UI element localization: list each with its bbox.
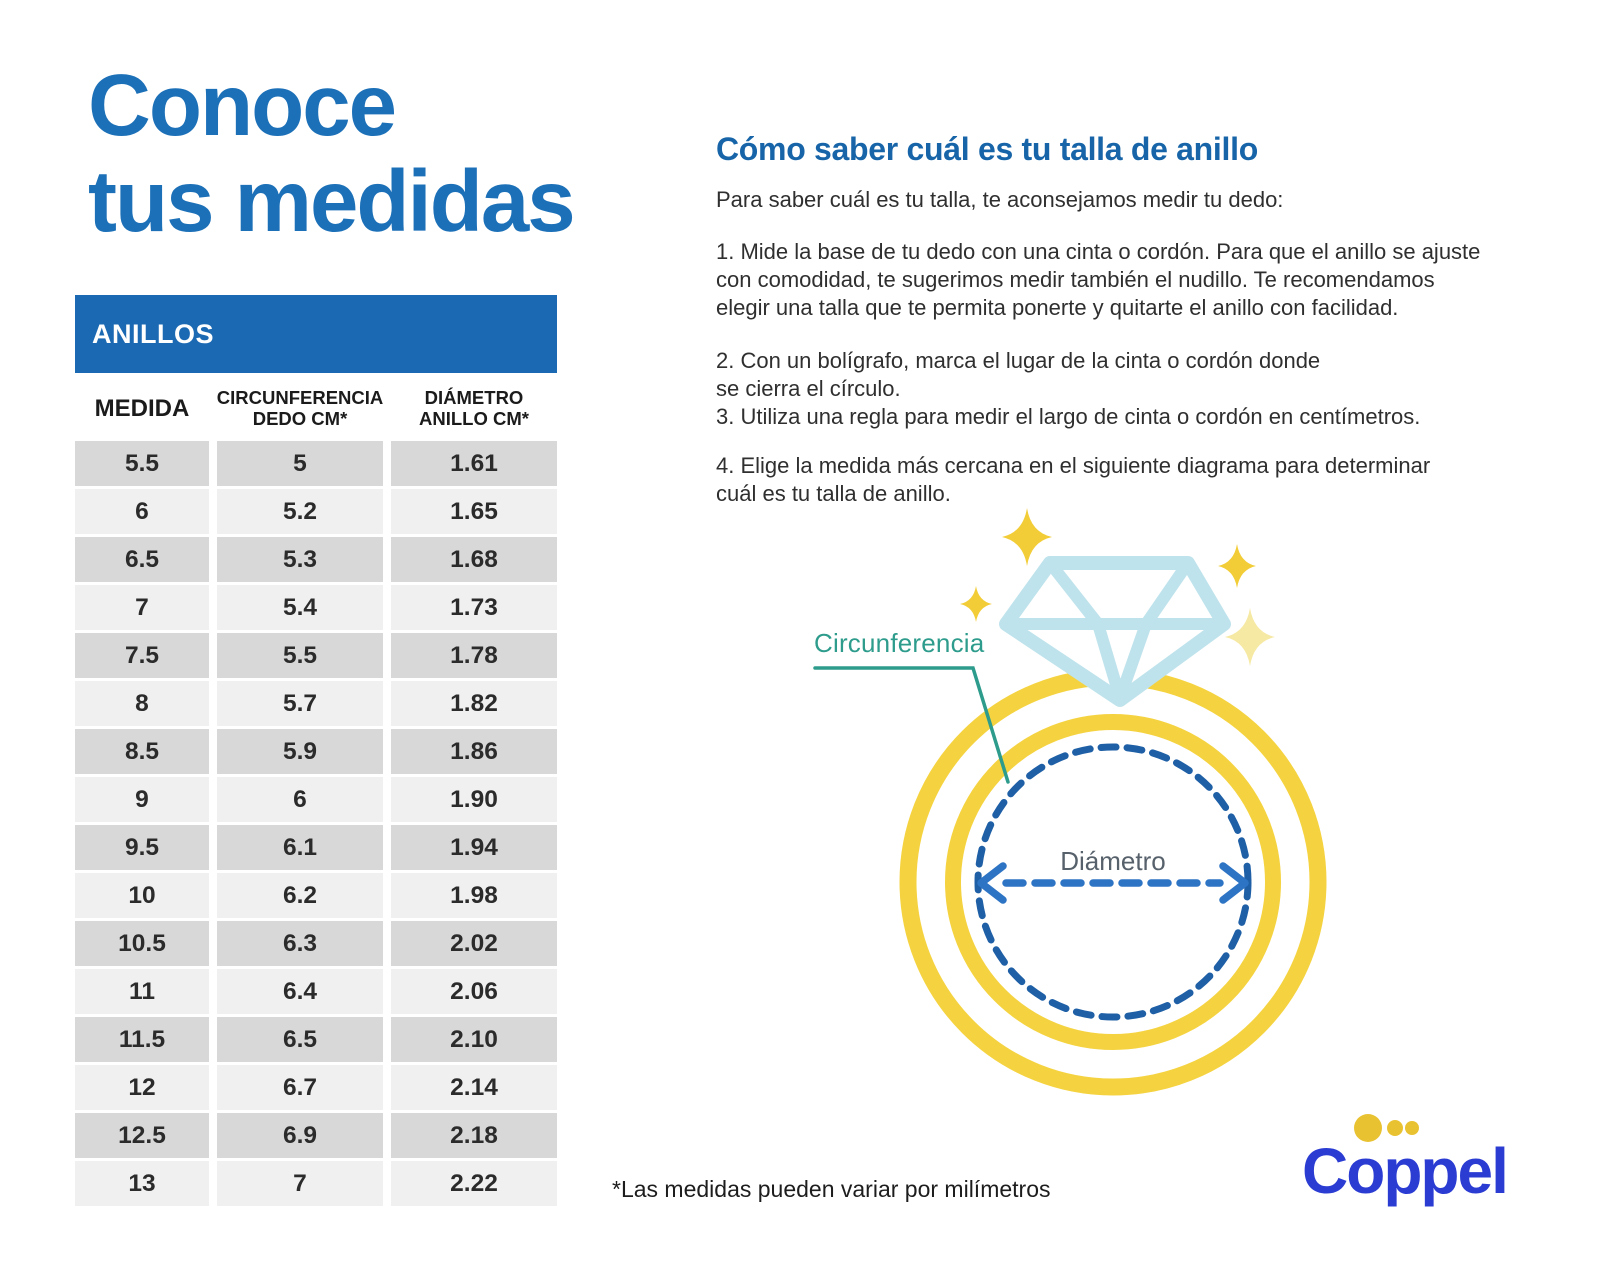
circumference-pointer-line [813,666,1010,784]
table-cell: 6.1 [217,825,383,870]
table-cell: 1.90 [391,777,557,822]
table-cell: 9 [75,777,209,822]
table-cell: 1.65 [391,489,557,534]
table-cell: 2.06 [391,969,557,1014]
diameter-label: Diámetro [1060,846,1166,876]
ring-outer-circle [899,668,1327,1096]
table-cell: 6.4 [217,969,383,1014]
table-cell: 1.98 [391,873,557,918]
table-cell: 5.9 [217,729,383,774]
circumference-label: Circunferencia [814,628,985,658]
size-table-body: 5.5 5 1.61 6 5.2 1.65 6.5 5.3 1.68 7 5.4 1.73 7.5 5.5… [75,441,557,1206]
step-2-text: 2. Con un bolígrafo, marca el lugar de l… [716,348,1321,401]
page-title-line2: tus medidas [88,153,576,250]
col-header-medida: MEDIDA [94,394,190,422]
table-cell: 1.86 [391,729,557,774]
step-3-text: 3. Utiliza una regla para medir el largo… [716,404,1421,429]
table-cell: 12.5 [75,1113,209,1158]
table-cell: 8 [75,681,209,726]
table-cell: 13 [75,1161,209,1206]
coppel-logo-dot [1405,1121,1419,1135]
table-cell: 6.3 [217,921,383,966]
table-cell: 8.5 [75,729,209,774]
table-cell: 11 [75,969,209,1014]
coppel-logo-dot [1354,1114,1382,1142]
sparkle-icon [960,586,992,622]
table-title-band: ANILLOS [75,295,557,373]
table-cell: 2.02 [391,921,557,966]
table-cell: 6.5 [75,537,209,582]
page-title-line1: Conoce [88,57,397,154]
table-cell: 1.82 [391,681,557,726]
ring-size-table: ANILLOS MEDIDA CIRCUNFERENCIA DEDO CM* D… [75,295,557,1206]
table-cell: 6.9 [217,1113,383,1158]
table-cell: 1.73 [391,585,557,630]
table-cell: 7 [217,1161,383,1206]
table-cell: 5.2 [217,489,383,534]
sparkle-icon [1218,544,1256,588]
table-cell: 5.3 [217,537,383,582]
table-cell: 2.22 [391,1161,557,1206]
table-cell: 2.10 [391,1017,557,1062]
sparkle-icons [960,508,1275,666]
table-cell: 2.14 [391,1065,557,1110]
table-cell: 1.61 [391,441,557,486]
diamond-icon [999,556,1231,707]
table-cell: 6 [75,489,209,534]
table-cell: 1.78 [391,633,557,678]
col-header-circunferencia: CIRCUNFERENCIA DEDO CM* [216,387,384,429]
table-cell: 5.5 [75,441,209,486]
table-cell: 6.5 [217,1017,383,1062]
intro-text: Para saber cuál es tu talla, te aconseja… [716,187,1284,212]
circumference-dashed-circle [974,743,1252,1021]
table-header-row: MEDIDA CIRCUNFERENCIA DEDO CM* DIÁMETRO … [75,379,557,437]
step-4-text: 4. Elige la medida más cercana en el sig… [716,453,1431,506]
table-cell: 6 [217,777,383,822]
coppel-logo-text: Coppel [1302,1135,1509,1207]
table-cell: 5 [217,441,383,486]
footnote-text: *Las medidas pueden variar por milímetro… [612,1176,1051,1202]
table-cell: 12 [75,1065,209,1110]
col-header-diametro: DIÁMETRO ANILLO CM* [419,387,529,429]
coppel-logo-dot [1387,1120,1403,1136]
table-cell: 7.5 [75,633,209,678]
step-1-text: 1. Mide la base de tu dedo con una cinta… [716,239,1481,320]
table-cell: 6.7 [217,1065,383,1110]
table-cell: 2.18 [391,1113,557,1158]
sparkle-icon [1002,508,1052,566]
table-cell: 1.94 [391,825,557,870]
ring-inner-circle [945,714,1281,1050]
table-cell: 10 [75,873,209,918]
section-heading: Cómo saber cuál es tu talla de anillo [716,131,1258,167]
sparkle-icon [1225,608,1275,666]
table-cell: 6.2 [217,873,383,918]
table-cell: 1.68 [391,537,557,582]
table-cell: 5.7 [217,681,383,726]
table-cell: 11.5 [75,1017,209,1062]
table-title: ANILLOS [92,318,214,349]
table-cell: 5.4 [217,585,383,630]
page-title: Conoce tus medidas [88,57,576,250]
table-cell: 7 [75,585,209,630]
table-cell: 10.5 [75,921,209,966]
table-cell: 9.5 [75,825,209,870]
table-cell: 5.5 [217,633,383,678]
